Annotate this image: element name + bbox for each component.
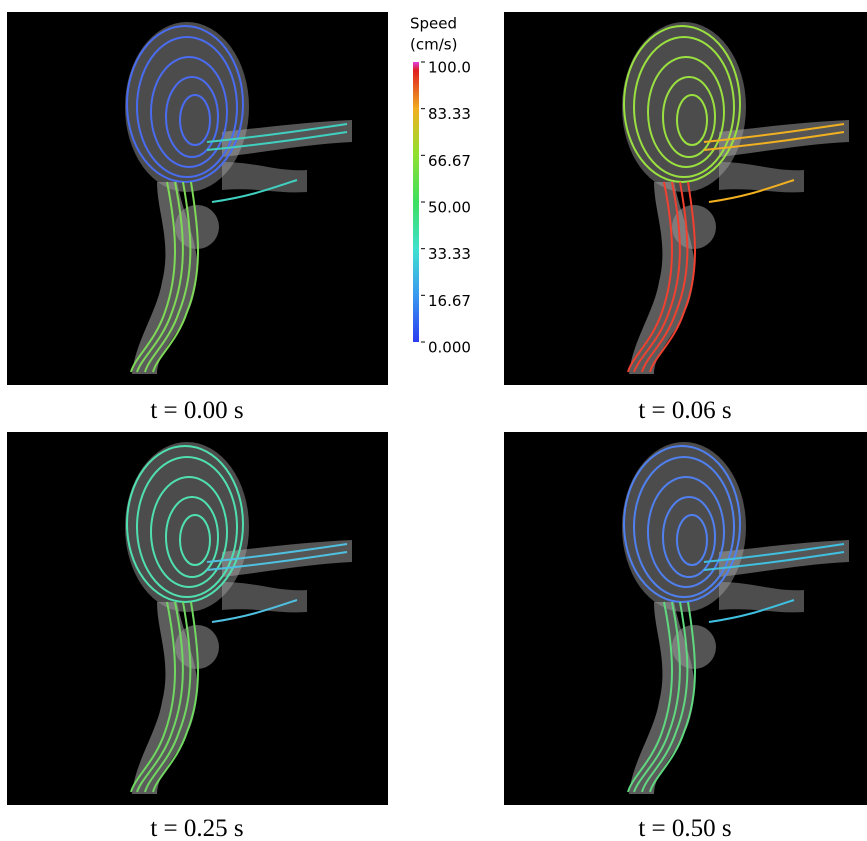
colorbar [413, 62, 419, 342]
panel-image [504, 12, 867, 385]
colorbar-tick-label: 16.67 [428, 292, 471, 310]
panel-caption: t = 0.00 s [150, 397, 243, 424]
colorbar-tick-label: 66.67 [428, 152, 471, 170]
colorbar-tick-label: 83.33 [428, 105, 471, 123]
colorbar-title: Speed [410, 15, 457, 33]
colorbar-tick-label: 33.33 [428, 245, 471, 263]
colorbar-tick-label: 50.00 [428, 199, 471, 217]
panel-image [7, 432, 388, 805]
colorbar-tick-label: 100.0 [428, 59, 471, 77]
panel-image [504, 432, 867, 805]
colorbar-title: (cm/s) [410, 36, 457, 54]
colorbar-tick-label: 0.000 [428, 339, 471, 357]
panel-caption: t = 0.06 s [638, 397, 731, 424]
panel-caption: t = 0.50 s [638, 815, 731, 841]
panel-image [7, 12, 388, 385]
panel-caption: t = 0.25 s [150, 815, 243, 841]
